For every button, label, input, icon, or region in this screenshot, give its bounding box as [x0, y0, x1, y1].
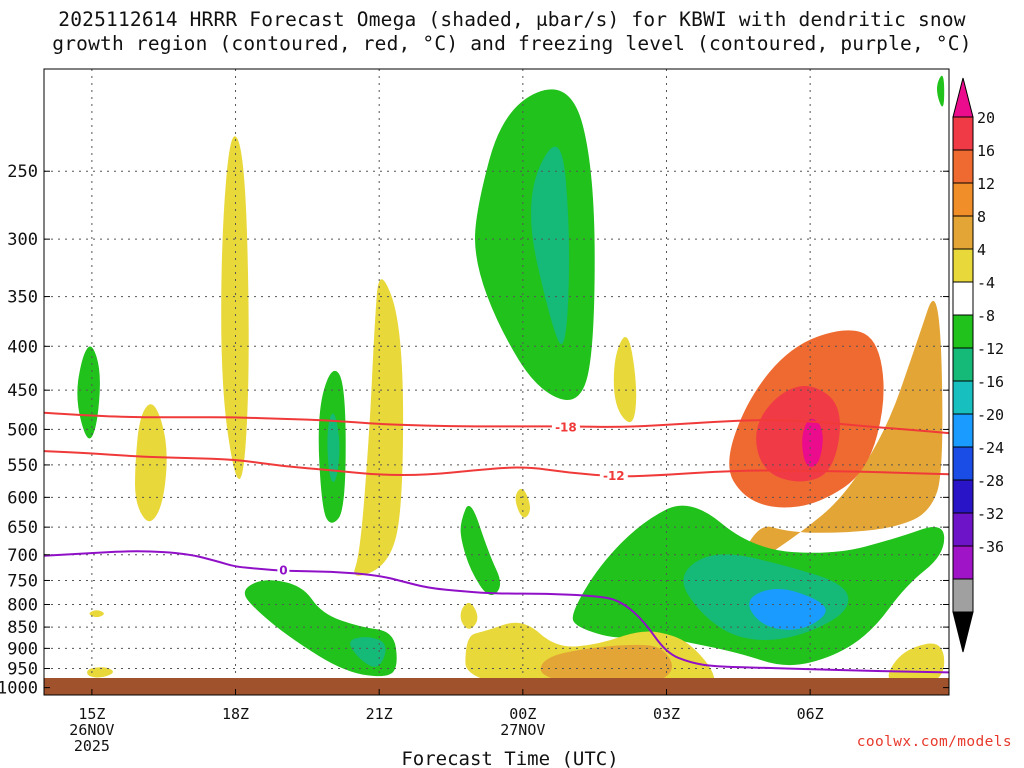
contour-label-bg-2: [277, 561, 290, 577]
contour-label-0: -18: [555, 420, 577, 434]
x-tick-label-15Z-0: 15Z: [78, 705, 105, 723]
ground-strip: [44, 678, 949, 695]
contour-line-1: [44, 450, 949, 478]
colorbar-swatch-4: [952, 215, 974, 250]
omega-shade--12-to-16: [749, 589, 826, 630]
chart-title-line-2: growth region (contoured, red, °C) and f…: [52, 32, 972, 55]
colorbar-swatch-14: [952, 545, 974, 580]
y-tick-label-400: 400: [7, 337, 38, 357]
colorbar-swatch-5: [952, 248, 974, 283]
y-tick-label-850: 850: [7, 618, 38, 638]
omega-shade-4-8: [87, 667, 113, 678]
colorbar-swatch-9: [952, 380, 974, 415]
credit-watermark: coolwx.com/models: [856, 734, 1012, 750]
colorbar-label-16: 16: [977, 142, 995, 160]
x-tick-label-21Z-0: 21Z: [366, 705, 393, 723]
colorbar-swatch-2: [952, 149, 974, 184]
colorbar-label-4: 4: [977, 241, 986, 259]
omega-shade--4-to-8: [77, 346, 100, 439]
y-tick-label-250: 250: [7, 162, 38, 182]
omega-shade->20: [802, 418, 823, 467]
colorbar-swatch-7: [952, 314, 974, 349]
omega-shade--8-to-12: [327, 413, 340, 482]
omega-shade--8-to-12: [350, 637, 386, 667]
colorbar-label--16: -16: [977, 373, 1004, 391]
colorbar-label--24: -24: [977, 439, 1004, 457]
x-tick-label-15Z-1: 26NOV: [69, 721, 114, 739]
plot-frame: [43, 68, 950, 696]
y-tick-label-950: 950: [7, 660, 38, 680]
y-tick-label-1000: 1000: [0, 679, 38, 699]
colorbar-label--28: -28: [977, 472, 1004, 490]
colorbar-label--12: -12: [977, 340, 1004, 358]
omega-shade-4-8: [460, 602, 478, 629]
contour-label-2: 0: [279, 563, 287, 577]
omega-shade-4-8: [135, 404, 167, 522]
omega-shade-4-8: [613, 336, 637, 423]
y-tick-label-550: 550: [7, 456, 38, 476]
y-tick-label-700: 700: [7, 546, 38, 566]
colorbar-label--20: -20: [977, 406, 1004, 424]
omega-shade-4-8: [89, 610, 104, 618]
x-tick-label-18Z-0: 18Z: [222, 705, 249, 723]
y-tick-label-450: 450: [7, 381, 38, 401]
y-tick-label-650: 650: [7, 518, 38, 538]
colorbar-swatch-15: [952, 578, 974, 613]
x-tick-label-00Z-0: 00Z: [509, 705, 536, 723]
y-tick-label-500: 500: [7, 420, 38, 440]
colorbar-bottom-arrow: [952, 611, 974, 653]
colorbar-label--36: -36: [977, 538, 1004, 556]
y-tick-label-800: 800: [7, 596, 38, 616]
colorbar-label-20: 20: [977, 109, 995, 127]
omega-shade-8-12: [540, 644, 672, 684]
colorbar-swatch-3: [952, 182, 974, 217]
y-tick-label-900: 900: [7, 639, 38, 659]
omega-shade--4-to-8: [460, 505, 501, 595]
colorbar-swatch-8: [952, 347, 974, 382]
x-axis-title: Forecast Time (UTC): [401, 748, 618, 768]
y-tick-label-600: 600: [7, 488, 38, 508]
colorbar-label--32: -32: [977, 505, 1004, 523]
contour-label-bg-1: [599, 466, 628, 482]
colorbar-swatch-13: [952, 512, 974, 547]
colorbar-top-arrow: [952, 77, 974, 118]
omega-shade-4-8: [888, 643, 945, 684]
contour-label-bg-0: [551, 418, 580, 434]
colorbar-swatch-10: [952, 413, 974, 448]
x-tick-label-15Z-2: 2025: [74, 737, 110, 755]
colorbar-swatch-12: [952, 479, 974, 514]
x-tick-label-03Z-0: 03Z: [653, 705, 680, 723]
colorbar-label-12: 12: [977, 175, 995, 193]
colorbar-swatch-1: [952, 116, 974, 151]
colorbar-label--8: -8: [977, 307, 995, 325]
colorbar-swatch-11: [952, 446, 974, 481]
omega-shade--4-to-8: [937, 75, 945, 107]
y-tick-label-750: 750: [7, 571, 38, 591]
x-tick-label-06Z-0: 06Z: [797, 705, 824, 723]
chart-title-line-1: 2025112614 HRRR Forecast Omega (shaded, …: [58, 8, 966, 31]
y-tick-label-350: 350: [7, 288, 38, 308]
contour-label-1: -12: [603, 469, 625, 483]
y-tick-label-300: 300: [7, 230, 38, 250]
colorbar-label-8: 8: [977, 208, 986, 226]
contour-line-2: [44, 550, 949, 674]
contour-line-0: [44, 411, 949, 435]
omega-shade--8-to-12: [531, 146, 570, 345]
omega-shade-4-8: [221, 136, 249, 479]
colorbar-label--4: -4: [977, 274, 995, 292]
x-tick-label-00Z-1: 27NOV: [500, 721, 545, 739]
colorbar-swatch-6: [952, 281, 974, 316]
